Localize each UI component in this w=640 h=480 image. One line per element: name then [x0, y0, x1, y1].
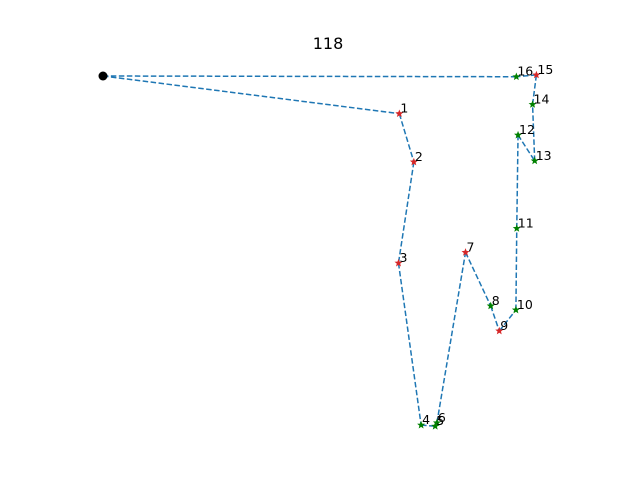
route-segment	[397, 262, 422, 426]
point-marker-16	[512, 72, 521, 81]
point-label-12: 12	[519, 122, 535, 137]
route-segment	[516, 74, 537, 78]
route-segment	[398, 113, 415, 163]
point-label-9: 9	[500, 318, 508, 333]
point-label-10: 10	[517, 297, 533, 312]
point-label-7: 7	[467, 239, 475, 254]
chart-title: 118	[313, 34, 344, 53]
point-label-5: 5	[436, 413, 444, 428]
point-marker-13	[530, 156, 539, 165]
route-segment	[490, 305, 500, 332]
point-marker-11	[512, 224, 521, 232]
point-label-11: 11	[518, 215, 534, 230]
point-marker-7	[461, 248, 470, 256]
point-marker-8	[486, 301, 495, 310]
route-segment	[531, 104, 536, 161]
point-marker-4	[417, 420, 426, 429]
point-label-8: 8	[492, 293, 500, 308]
point-label-14: 14	[534, 91, 550, 106]
route-segment	[102, 75, 400, 115]
point-marker-9	[495, 326, 504, 335]
point-marker-15	[532, 70, 541, 79]
route-segment	[102, 75, 517, 78]
point-label-16: 16	[517, 64, 533, 79]
point-marker-5	[431, 421, 440, 430]
route-segment	[436, 252, 467, 423]
point-label-4: 4	[422, 412, 430, 427]
route-segment	[517, 134, 536, 162]
point-marker-3	[394, 258, 403, 267]
route-segment	[498, 309, 517, 332]
point-marker-14	[528, 100, 537, 108]
point-label-15: 15	[537, 62, 553, 77]
point-marker-2	[409, 157, 418, 166]
route-segment	[464, 252, 492, 307]
point-label-13: 13	[536, 148, 552, 163]
route-segment	[531, 74, 538, 105]
route-segment	[515, 228, 518, 310]
point-marker-10	[511, 305, 520, 314]
point-label-2: 2	[415, 149, 423, 164]
point-label-3: 3	[399, 250, 407, 265]
route-markers	[98, 70, 541, 430]
point-marker-12	[514, 130, 523, 139]
route-segment	[516, 135, 519, 229]
point-label-1: 1	[400, 101, 408, 116]
route-segment	[397, 161, 415, 264]
point-label-6: 6	[438, 410, 446, 425]
point-marker-6	[432, 418, 441, 427]
point-marker-1	[395, 109, 404, 118]
start-point-marker	[98, 71, 108, 81]
